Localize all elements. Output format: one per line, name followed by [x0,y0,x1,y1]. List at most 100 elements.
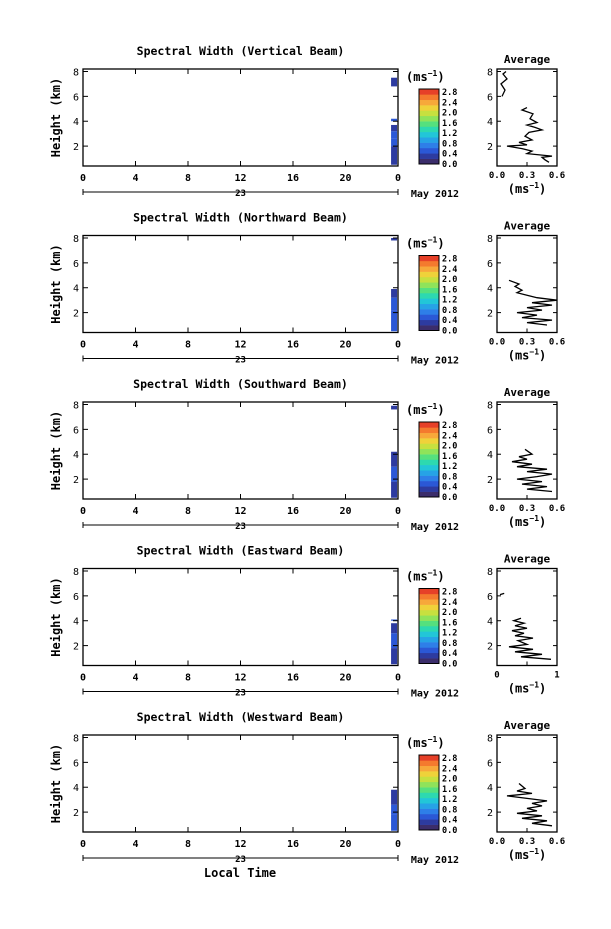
y-axis-label: Height (km) [49,577,63,656]
x-tick-label: 0 [395,673,401,684]
colorbar-segment [419,771,439,777]
colorbar-segment [419,626,439,632]
colorbar-tick-label: 0.0 [442,327,457,337]
heatmap-cell [391,297,398,311]
colorbar-tick-label: 1.2 [442,296,457,306]
colorbar-units: (ms−1) [406,236,445,251]
colorbar-segment [419,588,439,595]
heatmap-cell [391,789,398,805]
avg-y-tick-label: 4 [487,284,493,295]
colorbar-segment [419,293,439,299]
colorbar-tick-label: 0.8 [442,639,457,649]
panel-1: Spectral Width (Vertical Beam) Height (km… [49,44,565,200]
average-title: Average [504,719,551,732]
colorbar-segment [419,298,439,305]
colorbar-segment [419,131,439,138]
colorbar-tick-label: 1.6 [442,785,457,795]
day-label: 23 [235,855,246,865]
colorbar-segment [419,115,439,122]
panel-title: Spectral Width (Southward Beam) [133,377,348,391]
y-tick-label: 6 [73,92,79,103]
avg-y-tick-label: 8 [487,400,493,411]
heatmap-cell [391,804,398,815]
y-axis-label: Height (km) [49,744,63,823]
x-tick-label: 0 [80,839,86,850]
colorbar-segment [419,755,439,761]
colorbar-tick-label: 2.4 [442,265,457,275]
x-tick-label: 16 [287,673,299,684]
colorbar-segment [419,636,439,643]
colorbar-segment [419,760,439,767]
heatmap-cell [391,466,398,482]
heatmap-cell [391,77,398,87]
x-tick-label: 0 [80,340,86,351]
day-label: 23 [235,189,246,199]
colorbar-tick-label: 2.4 [442,431,457,441]
colorbar-segment [419,282,439,288]
colorbar-segment [419,459,439,466]
colorbar-segment [419,797,439,804]
x-tick-label: 4 [132,173,138,184]
colorbar-segment [419,99,439,106]
x-tick-label: 20 [339,173,351,184]
avg-x-axis-label: (ms−1) [508,181,547,196]
colorbar-tick-label: 2.8 [442,421,457,431]
avg-x-tick-label: 0.6 [549,837,565,847]
colorbar-tick-label: 0.8 [442,805,457,815]
colorbar-segment [419,142,439,149]
average-profile-line [500,71,508,97]
colorbar-segment [419,432,439,439]
y-tick-label: 4 [73,117,79,128]
y-tick-label: 6 [73,758,79,769]
date-label: May 2012 [411,522,459,533]
colorbar-segment [419,475,439,482]
average-profile-line [506,783,553,827]
x-tick-label: 0 [80,173,86,184]
average-title: Average [504,553,551,566]
colorbar-units: (ms−1) [406,569,445,584]
colorbar-segment [419,260,439,267]
colorbar-segment [419,427,439,434]
colorbar-segment [419,464,439,471]
y-tick-label: 2 [73,309,79,320]
y-tick-label: 6 [73,259,79,270]
average-profile-line [508,279,558,326]
avg-x-axis-label: (ms−1) [508,514,547,529]
y-tick-label: 2 [73,142,79,153]
x-tick-label: 0 [80,673,86,684]
colorbar-segment [419,271,439,278]
panel-4: Spectral Width (Eastward Beam) Height (km… [49,544,560,700]
x-tick-label: 0 [395,506,401,517]
heatmap-cell [391,131,398,139]
y-tick-label: 8 [73,234,79,245]
avg-y-tick-label: 8 [487,733,493,744]
avg-x-tick-label: 0.3 [519,171,535,181]
plot-frame [82,734,399,833]
colorbar-tick-label: 0.4 [442,316,457,326]
x-tick-label: 4 [132,506,138,517]
y-tick-label: 4 [73,450,79,461]
colorbar-tick-label: 0.0 [442,826,457,836]
colorbar-segment [419,480,439,487]
colorbar-tick-label: 0.4 [442,150,457,160]
x-tick-label: 12 [234,506,246,517]
x-tick-label: 20 [339,839,351,850]
heatmap-cell [391,138,398,147]
colorbar-tick-label: 1.2 [442,129,457,139]
avg-x-tick-label: 0 [494,671,499,681]
date-label: May 2012 [411,855,459,866]
colorbar-segment [419,266,439,272]
colorbar-segment [419,255,439,262]
plot-frame [82,68,399,167]
colorbar-tick-label: 1.6 [442,618,457,628]
colorbar-segment [419,781,439,788]
colorbar-segment [419,642,439,648]
colorbar-segment [419,121,439,127]
average-title: Average [504,220,551,233]
avg-x-tick-label: 0.3 [519,504,535,514]
colorbar-tick-label: 0.8 [442,472,457,482]
avg-x-axis-label: (ms−1) [508,847,547,862]
colorbar-tick-label: 1.2 [442,629,457,639]
x-tick-label: 20 [339,673,351,684]
avg-y-tick-label: 8 [487,67,493,78]
